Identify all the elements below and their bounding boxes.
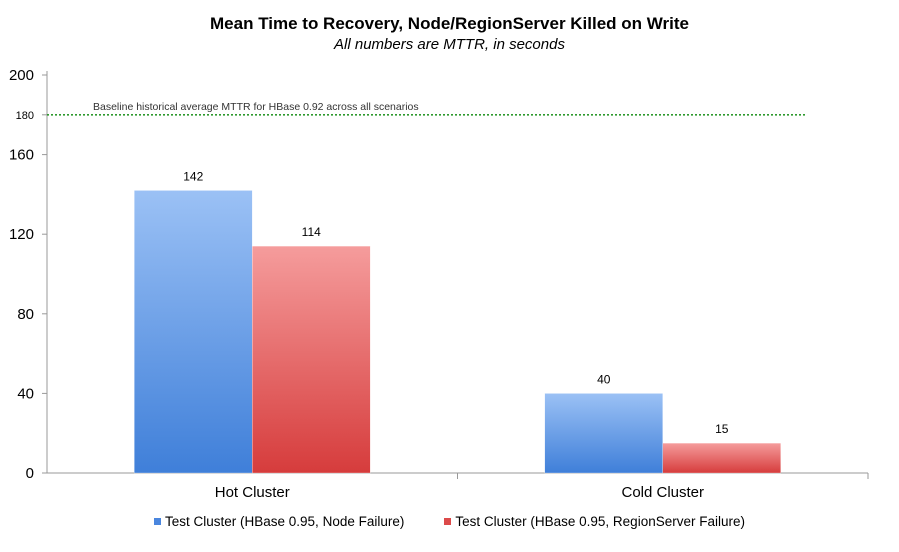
bar-hot-cluster-regionserver-failure [252, 245, 371, 474]
x-category-label-cold-cluster: Cold Cluster [621, 484, 704, 501]
legend-label-node-failure: Test Cluster (HBase 0.95, Node Failure) [165, 514, 405, 529]
baseline-tick-label: 180 [16, 110, 34, 122]
data-label-hot-cluster-node-failure: 142 [183, 169, 203, 183]
y-tick-label: 0 [26, 465, 34, 482]
bar-cold-cluster-node-failure [544, 393, 663, 474]
legend-item-node-failure: Test Cluster (HBase 0.95, Node Failure) [154, 514, 404, 529]
legend-swatch-regionserver-failure [444, 518, 452, 525]
bar-cold-cluster-regionserver-failure [662, 442, 781, 474]
chart-title: Mean Time to Recovery, Node/RegionServer… [210, 14, 689, 33]
y-tick-label: 40 [17, 385, 34, 402]
bar-hot-cluster-node-failure [134, 190, 253, 474]
y-tick-label: 200 [9, 67, 34, 84]
x-category-label-hot-cluster: Hot Cluster [215, 484, 290, 501]
y-tick-label: 120 [9, 226, 34, 243]
data-label-cold-cluster-node-failure: 40 [597, 372, 611, 386]
legend-item-regionserver-failure: Test Cluster (HBase 0.95, RegionServer F… [444, 514, 745, 529]
y-tick-label: 160 [9, 147, 34, 164]
data-label-cold-cluster-regionserver-failure: 15 [715, 422, 729, 436]
y-tick-label: 80 [17, 306, 34, 323]
legend-label-regionserver-failure: Test Cluster (HBase 0.95, RegionServer F… [455, 514, 745, 529]
chart-subtitle: All numbers are MTTR, in seconds [334, 36, 565, 53]
data-label-hot-cluster-regionserver-failure: 114 [302, 225, 321, 239]
legend: Test Cluster (HBase 0.95, Node Failure) … [0, 514, 899, 529]
baseline-reference-label: Baseline historical average MTTR for HBa… [93, 101, 419, 113]
legend-swatch-node-failure [154, 518, 161, 525]
